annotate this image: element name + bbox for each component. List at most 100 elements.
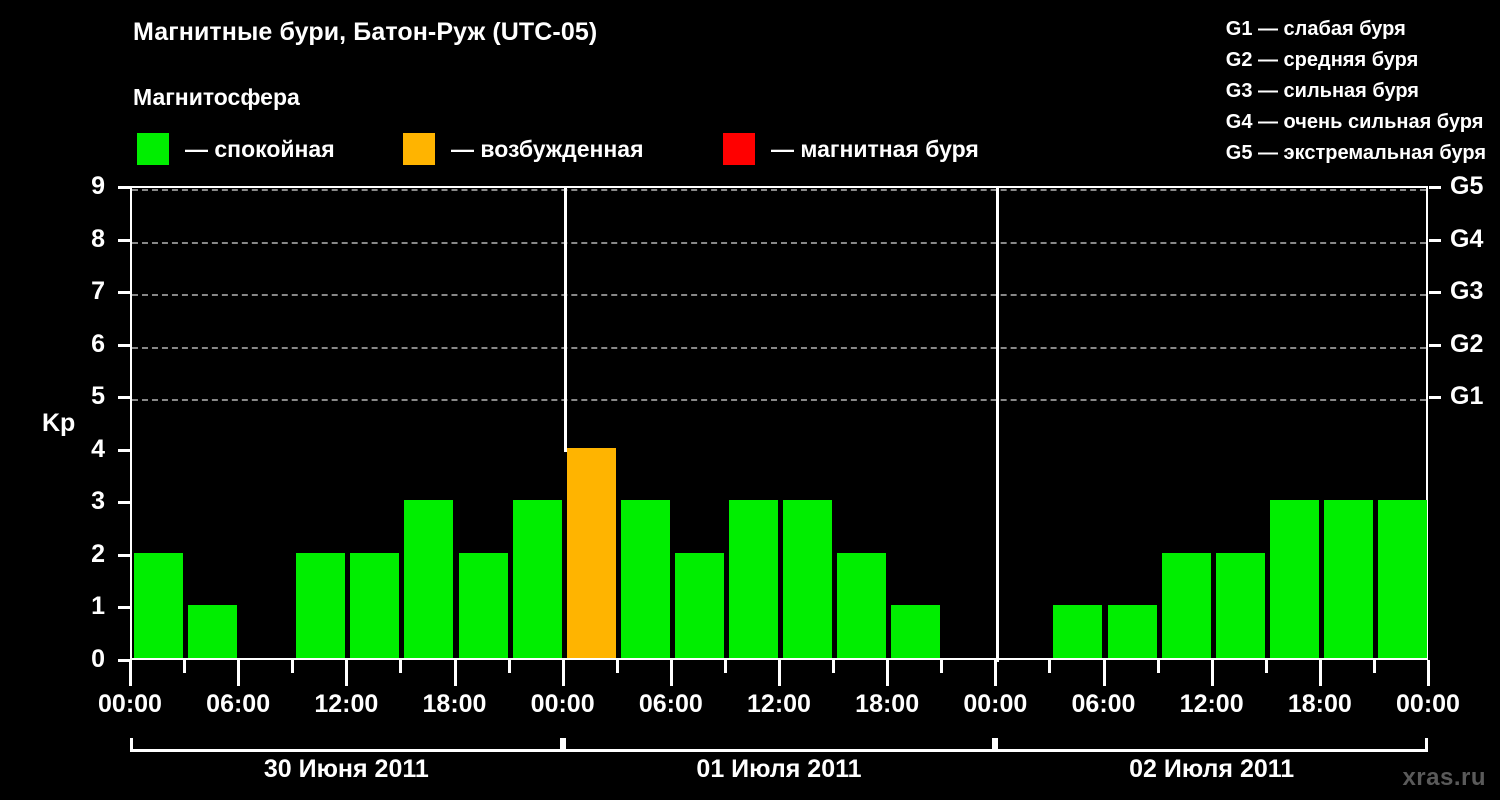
x-tick-label: 18:00 bbox=[1287, 690, 1352, 718]
date-label: 01 Июля 2011 bbox=[696, 755, 862, 783]
date-bracket bbox=[562, 738, 996, 752]
plot-area bbox=[130, 186, 1428, 662]
y-tick-mark bbox=[118, 396, 130, 400]
x-tick-label: 18:00 bbox=[855, 690, 920, 718]
x-tick-label: 00:00 bbox=[963, 690, 1028, 718]
y-tick-label: 4 bbox=[91, 434, 105, 463]
bar bbox=[891, 605, 941, 658]
bar bbox=[1107, 605, 1157, 658]
day-divider bbox=[563, 188, 567, 452]
x-tick-minor bbox=[183, 660, 187, 673]
y-tick-mark bbox=[118, 238, 130, 242]
legend-item-storm: — магнитная буря bbox=[723, 132, 979, 166]
x-tick-major bbox=[1102, 660, 1106, 686]
x-tick-major bbox=[1210, 660, 1214, 686]
x-tick-minor bbox=[291, 660, 295, 673]
gscale-row-g2: G2 — средняя буря bbox=[1225, 49, 1419, 71]
bar bbox=[350, 552, 400, 658]
x-tick-minor bbox=[399, 660, 403, 673]
legend-label-quiet: — спокойная bbox=[185, 135, 335, 162]
gscale-row-g1: G1 — слабая буря bbox=[1225, 18, 1406, 40]
y-tick-mark bbox=[118, 553, 130, 557]
x-tick-minor bbox=[723, 660, 727, 673]
legend-swatch-storm bbox=[723, 133, 755, 165]
gscale-row-g4: G4 — очень сильная буря bbox=[1225, 111, 1484, 133]
y-tick-label: 8 bbox=[91, 224, 105, 253]
date-bracket bbox=[130, 738, 563, 752]
bar bbox=[404, 500, 454, 658]
bar bbox=[188, 605, 238, 658]
legend-item-unsettled: — возбужденная bbox=[403, 132, 644, 166]
bar bbox=[296, 552, 346, 658]
x-tick-major bbox=[778, 660, 781, 686]
x-tick-label: 06:00 bbox=[206, 690, 271, 718]
x-tick-label: 12:00 bbox=[314, 690, 379, 718]
date-label: 30 Июня 2011 bbox=[263, 755, 429, 783]
y-tick-label: 9 bbox=[91, 172, 105, 201]
plot-inner bbox=[132, 188, 1427, 662]
bar bbox=[1377, 500, 1427, 658]
x-tick-major bbox=[561, 660, 565, 686]
watermark: xras.ru bbox=[1402, 764, 1486, 791]
x-tick-major bbox=[1318, 660, 1322, 686]
legend-heading: Магнитосфера bbox=[133, 84, 300, 110]
date-label: 02 Июля 2011 bbox=[1129, 755, 1295, 783]
gscale-row-g5: G5 — экстремальная буря bbox=[1225, 142, 1486, 164]
bar bbox=[1053, 605, 1103, 658]
x-tick-minor bbox=[1156, 660, 1160, 673]
g-tick-label-g4: G4 bbox=[1450, 224, 1484, 253]
bar bbox=[566, 447, 616, 658]
x-tick-major bbox=[886, 660, 890, 686]
x-tick-major bbox=[994, 660, 998, 686]
x-tick-major bbox=[669, 660, 673, 686]
x-tick-major bbox=[345, 660, 349, 686]
gridline-kp-6 bbox=[132, 346, 1426, 349]
gridline-kp-9 bbox=[132, 189, 1426, 192]
x-tick-minor bbox=[1372, 660, 1376, 673]
x-tick-minor bbox=[507, 660, 511, 673]
x-tick-label: 00:00 bbox=[98, 690, 162, 718]
x-tick-major bbox=[237, 660, 241, 686]
day-divider bbox=[996, 188, 1000, 662]
g-tick-mark bbox=[1429, 238, 1441, 242]
gridline-kp-8 bbox=[132, 241, 1426, 244]
bar bbox=[1161, 552, 1211, 658]
bar bbox=[512, 500, 562, 658]
g-tick-mark bbox=[1429, 291, 1441, 295]
y-tick-label: 6 bbox=[91, 329, 105, 358]
y-tick-label: 3 bbox=[91, 487, 105, 516]
y-axis-title: Kp bbox=[42, 409, 76, 437]
x-tick-label: 12:00 bbox=[747, 690, 811, 718]
x-tick-label: 06:00 bbox=[638, 690, 703, 718]
y-tick-mark bbox=[118, 501, 130, 505]
x-tick-minor bbox=[615, 660, 619, 673]
g-tick-label-g3: G3 bbox=[1450, 277, 1484, 306]
y-tick-mark bbox=[118, 606, 130, 610]
g-tick-label-g2: G2 bbox=[1450, 329, 1484, 358]
bar bbox=[783, 500, 833, 658]
date-bracket bbox=[995, 738, 1428, 752]
y-tick-mark bbox=[118, 186, 130, 190]
g-tick-label-g5: G5 bbox=[1450, 172, 1484, 201]
legend-swatch-quiet bbox=[137, 133, 169, 165]
x-tick-major bbox=[129, 660, 132, 686]
y-tick-label: 7 bbox=[91, 277, 105, 306]
g-tick-mark bbox=[1429, 343, 1441, 347]
legend-item-quiet: — спокойная bbox=[137, 132, 335, 166]
page-title: Магнитные бури, Батон-Руж (UTC-05) bbox=[133, 18, 598, 46]
g-tick-mark bbox=[1429, 186, 1441, 190]
gridline-kp-5 bbox=[132, 399, 1426, 402]
x-tick-minor bbox=[940, 660, 944, 673]
bar bbox=[728, 500, 778, 658]
bar bbox=[1269, 500, 1319, 658]
gscale-row-g3: G3 — сильная буря bbox=[1225, 80, 1419, 102]
y-tick-label: 0 bbox=[91, 645, 105, 673]
y-tick-label: 2 bbox=[91, 539, 105, 568]
x-tick-label: 12:00 bbox=[1179, 690, 1244, 718]
x-tick-label: 00:00 bbox=[1396, 690, 1460, 718]
bar bbox=[837, 552, 887, 658]
bar bbox=[1323, 500, 1373, 658]
y-tick-mark bbox=[118, 448, 130, 452]
x-tick-major bbox=[1427, 660, 1430, 686]
g-tick-mark bbox=[1429, 396, 1441, 400]
